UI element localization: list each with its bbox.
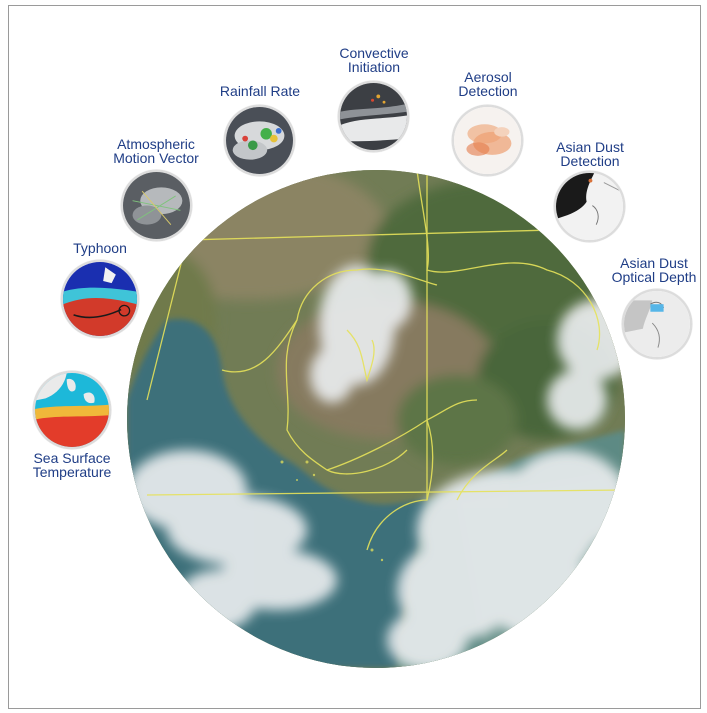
atmospheric-motion-vector-thumbnail (121, 170, 192, 241)
sea-surface-temperature-thumbnail (33, 371, 111, 449)
asian-dust-optical-depth-thumbnail (622, 289, 692, 359)
aerosol-detection-thumbnail (452, 105, 523, 176)
convective-initiation-thumbnail (338, 81, 409, 152)
convective-initiation-label: Convective Initiation (339, 45, 409, 75)
atmospheric-motion-vector-label: Atmospheric Motion Vector (113, 136, 199, 166)
sea-surface-temperature-label: Sea Surface Temperature (32, 450, 112, 480)
rainfall-rate-label: Rainfall Rate (219, 83, 301, 99)
satellite-globe-image (127, 170, 625, 668)
asian-dust-detection-thumbnail (554, 171, 625, 242)
typhoon-label: Typhoon (73, 240, 127, 256)
asian-dust-optical-depth-label: Asian Dust Optical Depth (611, 255, 697, 285)
aerosol-detection-label: Aerosol Detection (458, 69, 518, 99)
asian-dust-detection-label: Asian Dust Detection (556, 139, 624, 169)
rainfall-rate-thumbnail (224, 105, 295, 176)
typhoon-thumbnail (61, 260, 139, 338)
